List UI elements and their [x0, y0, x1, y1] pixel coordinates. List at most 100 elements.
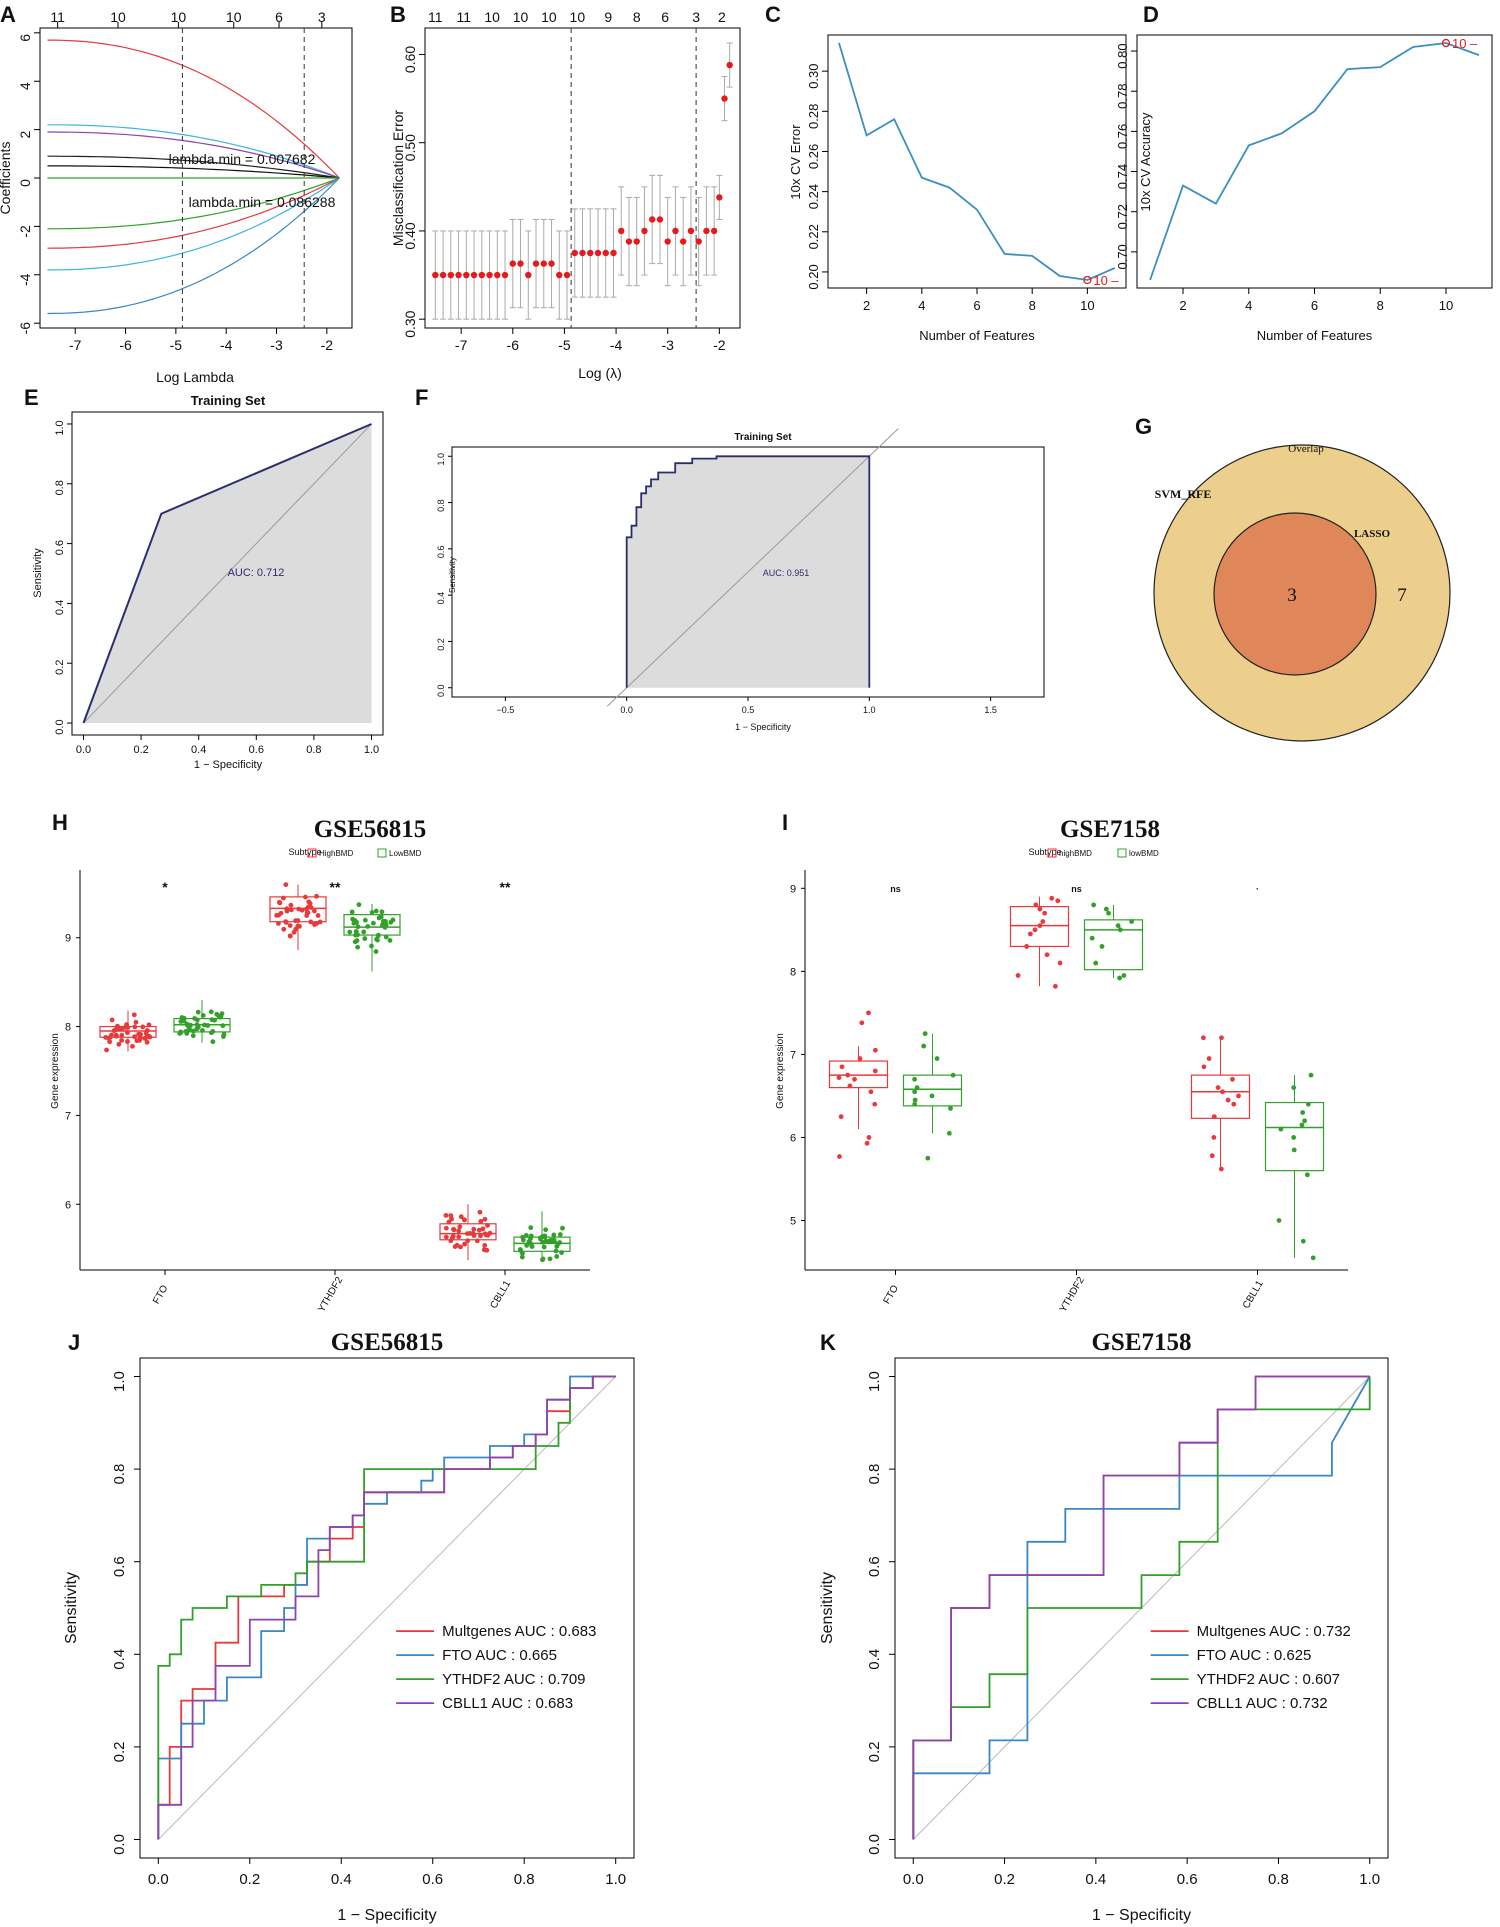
- panel-k-ytick-label: 0.0: [866, 1834, 883, 1855]
- panel-h-point: [283, 882, 289, 888]
- panel-b-point: [563, 271, 571, 279]
- panel-b-point: [594, 249, 602, 257]
- panel-h-point: [487, 1230, 493, 1236]
- panel-f-ytick-label: 0.2: [436, 638, 446, 651]
- panel-k-ytick-label: 0.6: [866, 1556, 883, 1577]
- panel-b-ytick-label: 0.60: [402, 46, 418, 73]
- panel-h-point: [485, 1223, 490, 1228]
- panel-h-point: [554, 1243, 560, 1249]
- panel-h-point: [191, 1028, 196, 1034]
- panel-h-point: [124, 1022, 130, 1027]
- panel-h-ytick-label: 9: [65, 933, 71, 945]
- panel-e-diagonal: [83, 423, 372, 724]
- panel-a-xtick-label: -2: [321, 337, 334, 353]
- panel-h-point: [190, 1033, 196, 1039]
- panel-h-point: [115, 1023, 120, 1029]
- panel-j-diagonal: [157, 1376, 617, 1840]
- panel-i-point: [857, 1056, 863, 1061]
- panel-h-point: [136, 1031, 142, 1037]
- panel-h-point: [209, 1017, 215, 1023]
- panel-a-top-count: 10: [171, 9, 187, 25]
- panel-i-point: [1211, 1135, 1217, 1140]
- panel-i-ytick-label: 5: [790, 1215, 796, 1227]
- panel-h-point: [482, 1216, 488, 1222]
- panel-b-point: [463, 271, 470, 279]
- panel-k-legend-label: YTHDF2 AUC : 0.607: [1197, 1671, 1340, 1688]
- panel-h-point: [520, 1250, 525, 1256]
- panel-h-box: [269, 896, 327, 923]
- panel-e-roc-curve: [82, 423, 372, 724]
- panel-h-point: [106, 1035, 112, 1041]
- panel-i-significance: ns: [1071, 884, 1082, 894]
- panel-i-point: [921, 1043, 927, 1049]
- panel-h-point: [362, 936, 368, 941]
- panel-d-ytick-label: 0.72: [1115, 204, 1130, 229]
- panel-h-point: [480, 1226, 486, 1232]
- panel-i-point: [1037, 906, 1043, 912]
- panel-i-point: [1305, 1101, 1311, 1107]
- panel-d-xtick-label: 8: [1377, 298, 1384, 313]
- panel-h-point: [457, 1224, 463, 1230]
- panel-h-point: [381, 918, 386, 924]
- panel-b-point: [726, 61, 733, 69]
- panel-i-point: [1015, 973, 1021, 978]
- panel-c-ytick-label: 0.22: [806, 224, 821, 249]
- panel-h-significance: **: [500, 879, 511, 895]
- panel-i-ytick-label: 8: [790, 966, 796, 978]
- panel-b-top-count: 10: [541, 9, 557, 25]
- venn-svm-label: SVM_RFE: [1155, 487, 1212, 501]
- panel-c-ytick-label: 0.30: [806, 63, 821, 88]
- panel-i-ytick-label: 9: [790, 883, 796, 895]
- panel-a-xlabel: Log Lambda: [156, 369, 234, 385]
- panel-i-point: [1304, 1172, 1310, 1178]
- panel-h-legend-key: [377, 848, 387, 858]
- panel-h-point: [520, 1234, 526, 1240]
- panel-b-point: [695, 238, 702, 245]
- panel-f-ytick-label: 1.0: [436, 453, 446, 466]
- panel-i-title: GSE7158: [1060, 816, 1160, 843]
- panel-j-legend-label: YTHDF2 AUC : 0.709: [442, 1671, 585, 1688]
- panel-h-point: [137, 1037, 142, 1043]
- panel-h-gene-label: FTO: [151, 1283, 171, 1306]
- panel-h-point: [517, 1247, 523, 1252]
- panel-b-top-count: 11: [428, 9, 443, 25]
- panel-b-ytick-label: 0.50: [402, 134, 418, 161]
- panel-c-xtick-label: 4: [918, 298, 925, 313]
- panel-i-point: [836, 1075, 842, 1081]
- panel-h-point: [283, 919, 289, 925]
- panel-h-point: [132, 1024, 138, 1030]
- venn-lasso-circle: [1213, 512, 1377, 676]
- venn-outer-count: 7: [1397, 585, 1407, 606]
- panel-i-point: [1091, 902, 1097, 908]
- panel-f-ylabel: Sensitivity: [448, 557, 457, 593]
- panel-h-gene-label: CBLL1: [488, 1278, 513, 1310]
- panel-i-point: [1117, 975, 1123, 981]
- panel-h-point: [547, 1256, 553, 1262]
- panel-h-point: [448, 1213, 454, 1219]
- venn-overlap-label: Overlap: [1288, 443, 1324, 455]
- panel-h-point: [551, 1237, 557, 1243]
- panel-i-point: [1115, 923, 1121, 929]
- panel-i-point: [1209, 1153, 1215, 1159]
- panel-i-point: [866, 1010, 871, 1016]
- panel-b-point: [571, 249, 578, 257]
- panel-j-ytick-label: 0.8: [111, 1464, 128, 1485]
- panel-a-top-count: 11: [50, 9, 65, 25]
- panel-k-xtick-label: 0.4: [1085, 1871, 1106, 1888]
- panel-i-point: [1225, 1097, 1231, 1103]
- panel-f-xtick-label: 0.0: [620, 705, 633, 715]
- panel-letter-E: E: [24, 385, 39, 410]
- panel-i-point: [1300, 1110, 1306, 1115]
- panel-i-point: [1215, 1085, 1221, 1091]
- panel-h-point: [194, 1026, 200, 1032]
- panel-i-point: [1211, 1114, 1217, 1120]
- panel-f-xtick-label: −0.5: [496, 705, 514, 715]
- panel-e-ytick-label: 1.0: [54, 420, 66, 435]
- panel-h-point: [308, 905, 314, 910]
- panel-k-xtick-label: 1.0: [1359, 1871, 1380, 1888]
- panel-h-point: [304, 913, 310, 918]
- panel-i-point: [873, 1047, 878, 1053]
- panel-i-point: [1024, 944, 1030, 949]
- panel-d-best-point: [1441, 38, 1451, 48]
- panel-a-ylabel: Coefficients: [0, 142, 13, 215]
